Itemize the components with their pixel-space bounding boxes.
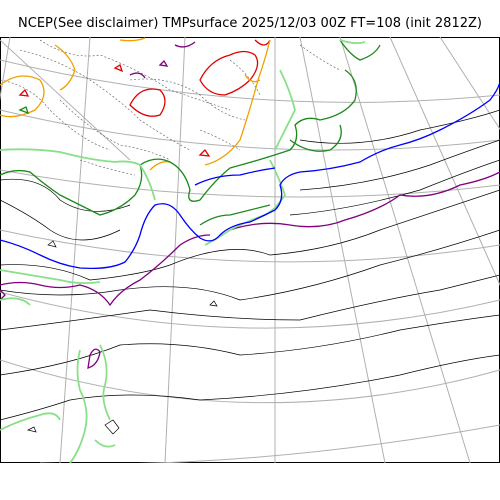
- meridian-line: [0, 39, 131, 161]
- latitude-line: [0, 229, 500, 263]
- isotherm: [26, 426, 37, 433]
- isotherm: [47, 240, 57, 248]
- isotherm: [0, 314, 500, 376]
- isotherm-lightgreen: [69, 349, 88, 463]
- isotherm: [0, 274, 500, 331]
- isotherm-negative: [59, 99, 171, 161]
- isotherm-negative: [199, 129, 241, 151]
- isotherm-purple: [0, 289, 6, 301]
- isotherm-red: [129, 88, 166, 117]
- latitude-line: [0, 169, 500, 198]
- isotherm: [0, 178, 131, 212]
- isotherm-red: [18, 88, 30, 97]
- isotherm-red: [198, 148, 211, 157]
- latitude-line: [40, 424, 500, 463]
- isotherm-lightgreen: [94, 439, 116, 448]
- latitude-line: [0, 291, 500, 329]
- latitude-line: [0, 59, 500, 103]
- contours-dashed: [0, 39, 341, 176]
- isotherm-lightgreen: [274, 69, 296, 151]
- isotherm-orange: [244, 74, 261, 83]
- map-title: NCEP(See disclaimer) TMPsurface 2025/12/…: [18, 16, 482, 31]
- isotherm-orange: [54, 44, 76, 91]
- latitude-line: [0, 109, 500, 151]
- isotherm-purple: [174, 41, 196, 48]
- isotherm-orange: [119, 37, 146, 42]
- isotherm-orange: [204, 39, 271, 166]
- isotherm-red: [199, 50, 259, 96]
- isotherm-blue: [194, 167, 276, 186]
- isotherm-negative: [299, 44, 341, 71]
- isotherm: [0, 199, 121, 241]
- meridian-line: [59, 37, 91, 463]
- isotherm-lightgreen: [0, 297, 31, 306]
- isotherm-purple: [158, 59, 169, 67]
- isotherm-blue: [0, 81, 500, 270]
- isotherm-lightgreen: [99, 344, 111, 421]
- contours-green: [0, 39, 381, 226]
- meridian-line: [339, 37, 471, 463]
- isotherm-orange: [0, 75, 45, 118]
- contours-solid-black: [0, 109, 500, 435]
- contours-purple: [0, 41, 500, 369]
- isotherm-lightgreen: [0, 412, 61, 431]
- isotherm-negative: [229, 59, 261, 96]
- isotherm-purple: [0, 234, 211, 307]
- isotherm-negative: [79, 159, 136, 176]
- isotherm: [289, 159, 500, 216]
- meridian-line: [439, 37, 500, 131]
- contours-blue: [0, 81, 500, 270]
- isotherm-green: [289, 124, 342, 152]
- isotherm-green: [0, 69, 357, 216]
- contour-map: [0, 37, 500, 463]
- isotherm-green: [339, 39, 381, 61]
- contours-orange: [0, 37, 271, 171]
- isotherm: [209, 300, 218, 307]
- latitude-line: [0, 359, 500, 404]
- meridian-line: [299, 37, 386, 463]
- contours-red: [18, 39, 271, 157]
- isotherm-negative: [129, 78, 246, 121]
- isotherm: [299, 109, 500, 144]
- isotherm-red: [113, 64, 124, 73]
- isotherm-purple: [229, 171, 500, 231]
- isotherm: [0, 189, 500, 281]
- isotherm-green: [18, 106, 30, 115]
- map-panel: [0, 37, 500, 463]
- isotherm: [299, 139, 500, 191]
- isotherm: [0, 354, 500, 421]
- isotherm-lightgreen: [339, 39, 366, 45]
- isotherm-lightgreen: [0, 269, 101, 285]
- isotherm-purple: [87, 348, 101, 369]
- isotherm: [104, 419, 120, 435]
- meridian-line: [389, 37, 500, 287]
- isotherm-green: [199, 204, 271, 226]
- isotherm: [0, 229, 500, 301]
- isotherm-lightgreen: [0, 148, 156, 201]
- isotherm-purple: [129, 72, 146, 79]
